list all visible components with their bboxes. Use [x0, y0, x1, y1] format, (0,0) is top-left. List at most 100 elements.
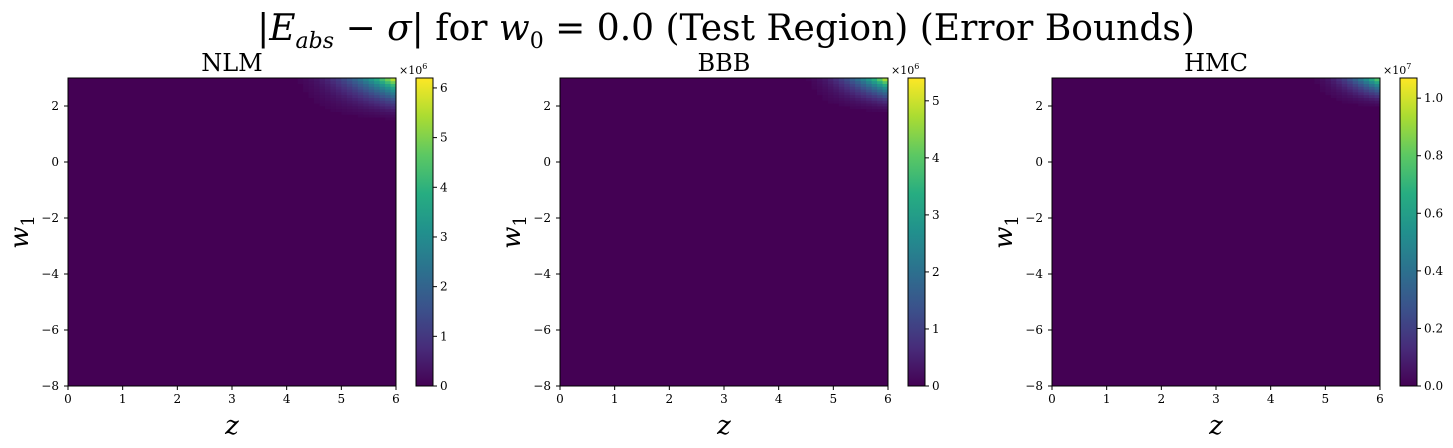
heatmap-cell — [1347, 86, 1354, 90]
heatmap-cell — [341, 78, 348, 82]
panel-nlm: NLM 0 1 2 3 4 5 6 −8 −6 −4 −2 0 2 z w1 0 1 2 3 4 5 6 ×106 — [5, 49, 448, 441]
heatmap-cell — [390, 103, 397, 107]
title-w: w — [499, 8, 530, 49]
heatmap-cell — [866, 100, 872, 104]
heatmap-cell — [357, 108, 364, 112]
heatmap-cell — [1314, 78, 1321, 82]
heatmap-cell — [1341, 92, 1348, 96]
heatmap-cell — [1347, 83, 1354, 87]
heatmap-cell — [1341, 86, 1348, 90]
heatmap-cell — [838, 92, 845, 96]
heatmap-cell — [882, 100, 889, 104]
heatmap-cell — [357, 100, 364, 104]
heatmap-cell — [833, 94, 840, 98]
heatmap-cell — [314, 83, 320, 87]
heatmap-cell — [1347, 94, 1354, 98]
heatmap-cell — [341, 80, 348, 84]
heatmap-cell — [816, 80, 823, 84]
heatmap-cell — [346, 80, 353, 84]
heatmap-cell — [330, 103, 337, 107]
heatmap-cell — [330, 100, 337, 104]
colorbar-multiplier: ×106 — [891, 62, 919, 77]
heatmap-cell — [833, 80, 840, 84]
heatmap-cell — [341, 103, 348, 107]
heatmap-cell — [871, 97, 878, 101]
heatmap-cell — [1336, 78, 1343, 82]
heatmap-cell — [827, 94, 834, 98]
heatmap-cell — [319, 94, 326, 98]
heatmap-cell — [1330, 92, 1337, 96]
heatmap-cell — [330, 78, 337, 82]
heatmap-cell — [860, 86, 867, 90]
heatmap-cell — [390, 80, 397, 84]
heatmap-cell — [1336, 97, 1343, 101]
x-tick-label: 4 — [1267, 392, 1275, 406]
heatmap-cell — [346, 103, 353, 107]
heatmap-cell — [390, 86, 397, 90]
heatmap-cell — [844, 80, 851, 84]
heatmap-cell — [822, 92, 829, 96]
y-tick-label: −4 — [533, 267, 551, 281]
heatmap-cell — [1319, 89, 1326, 93]
heatmap-cell — [871, 86, 878, 90]
heatmap-cell — [385, 97, 391, 101]
heatmap-cell — [855, 83, 862, 87]
colorbar-tick-label: 0.2 — [1424, 321, 1443, 335]
heatmap-cell — [855, 100, 862, 104]
heatmap-cell — [838, 83, 845, 87]
heatmap-cell — [1374, 86, 1381, 90]
heatmap-cell — [314, 92, 320, 96]
heatmap-cell — [357, 83, 364, 87]
heatmap-cell — [838, 89, 845, 93]
heatmap-cell — [379, 89, 386, 93]
colorbar-multiplier: ×107 — [1383, 62, 1411, 77]
heatmap-cell — [303, 80, 309, 84]
heatmap-cell — [838, 94, 845, 98]
heatmap-cell — [833, 97, 840, 101]
heatmap-cell — [1325, 83, 1332, 87]
heatmap-cell — [330, 86, 337, 90]
panel-hmc: HMC 0 1 2 3 4 5 6 −8 −6 −4 −2 0 2 z w1 0.0 0.2 0.4 0.6 0.8 1.… — [989, 49, 1443, 441]
heatmap-cell — [341, 92, 348, 96]
heatmap-cell — [368, 108, 375, 112]
y-tick-label: −8 — [533, 379, 551, 393]
heatmap-cell — [335, 106, 342, 110]
y-tick-label: −2 — [41, 211, 59, 225]
heatmap-cell — [1358, 83, 1364, 87]
x-tick-label: 0 — [556, 392, 564, 406]
heatmap-cell — [374, 97, 380, 101]
heatmap-cell — [1374, 94, 1381, 98]
heatmap-cell — [1363, 78, 1370, 82]
heatmap-cell — [385, 89, 391, 93]
heatmap-cell — [1330, 78, 1337, 82]
heatmap-cell — [877, 94, 883, 98]
heatmap-cell — [346, 97, 353, 101]
x-tick-label: 5 — [830, 392, 838, 406]
heatmap-cell — [849, 106, 856, 110]
heatmap-cell — [844, 103, 851, 107]
heatmap-cell — [860, 100, 867, 104]
heatmap-cell — [860, 92, 867, 96]
heatmap-cell — [324, 89, 331, 93]
heatmap-cell — [860, 103, 867, 107]
heatmap-cell — [308, 83, 315, 87]
heatmap-cell — [844, 83, 851, 87]
heatmap-cell — [866, 92, 872, 96]
colorbar-multiplier: ×106 — [399, 62, 427, 77]
heatmap-cell — [827, 92, 834, 96]
heatmap-cell — [357, 103, 364, 107]
heatmap-cell — [838, 100, 845, 104]
heatmap-cell — [357, 80, 364, 84]
y-tick-label: 2 — [1035, 99, 1043, 113]
heatmap-cell — [335, 97, 342, 101]
heatmap-cell — [1347, 89, 1354, 93]
heatmap-cell — [882, 97, 889, 101]
heatmap-cell — [335, 86, 342, 90]
heatmap-cell — [816, 89, 823, 93]
heatmap-cell — [330, 108, 337, 112]
heatmap-cell — [374, 114, 380, 118]
heatmap-cell — [385, 111, 391, 115]
heatmap-cell — [1319, 78, 1326, 82]
heatmap-cell — [374, 80, 380, 84]
heatmap-background — [1052, 78, 1380, 386]
